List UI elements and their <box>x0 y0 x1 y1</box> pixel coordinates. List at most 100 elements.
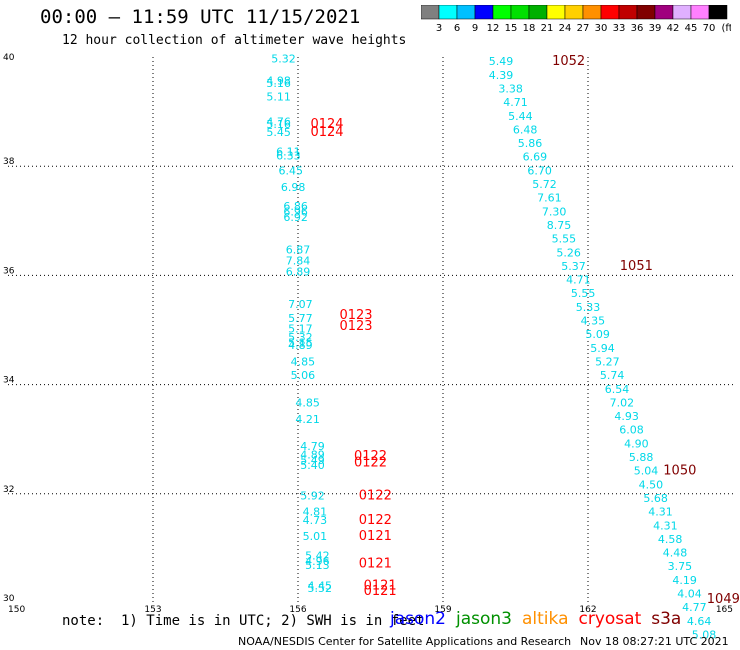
wave-height-value: 5.92 <box>300 489 325 502</box>
wave-height-value: 4.39 <box>489 69 514 82</box>
wave-height-value: 6.33 <box>276 150 301 163</box>
colorbar-label: 33 <box>613 23 626 34</box>
wave-height-value: 5.45 <box>266 126 291 139</box>
wave-height-value: 6.11 <box>276 145 301 158</box>
y-tick-label: 40 <box>3 53 15 63</box>
wave-height-value: 7.07 <box>288 298 313 311</box>
wave-height-value: 6.89 <box>286 265 311 278</box>
wave-height-value: 5.06 <box>291 369 316 382</box>
pass-time-label: 0122 <box>354 449 387 464</box>
wave-height-value: 5.32 <box>271 52 296 65</box>
x-tick-label: 156 <box>289 605 306 615</box>
wave-height-value: 3.75 <box>668 560 693 573</box>
credit-timestamp: Nov 18 08:27:21 UTC 2021 <box>580 635 729 648</box>
legend-jason2: jason2 <box>390 609 446 629</box>
x-tick-label: 153 <box>144 605 161 615</box>
wave-height-value: 5.09 <box>585 328 610 341</box>
colorbar-label: 30 <box>595 23 608 34</box>
colorbar-unit: (ft) <box>721 23 731 34</box>
pass-time-label: 0122 <box>359 513 392 528</box>
wave-height-value: 6.48 <box>513 123 538 136</box>
wave-height-value: 5.86 <box>518 137 543 150</box>
wave-height-value: 4.77 <box>682 601 707 614</box>
credit-text: NOAA/NESDIS Center for Satellite Applica… <box>238 635 572 648</box>
wave-height-value: 6.70 <box>527 164 552 177</box>
wave-height-value: 4.19 <box>672 574 697 587</box>
wave-height-value: 5.04 <box>634 465 659 478</box>
pass-time-label: 0121 <box>364 584 397 599</box>
x-tick-label: 159 <box>434 605 451 615</box>
wave-height-value: 4.04 <box>677 588 702 601</box>
chart-subtitle: 12 hour collection of altimeter wave hei… <box>62 33 407 48</box>
colorbar-label: 3 <box>436 23 442 34</box>
wave-height-value: 4.98 <box>266 74 291 87</box>
satellite-legend: jason2 jason3 altika cryosat s3a <box>390 609 691 629</box>
y-tick-label: 32 <box>3 485 14 495</box>
x-tick-label: 150 <box>8 605 25 615</box>
wave-height-value: 4.50 <box>639 478 664 491</box>
wave-height-value: 4.85 <box>291 355 316 368</box>
pass-time-label: 1052 <box>552 54 585 69</box>
colorbar-label: 6 <box>454 23 460 34</box>
wave-height-value: 4.35 <box>581 315 606 328</box>
wave-height-value: 4.71 <box>503 96 528 109</box>
pass-time-label: 1049 <box>707 592 740 607</box>
legend-cryosat: cryosat <box>578 609 642 629</box>
wave-height-value: 7.84 <box>286 254 311 267</box>
colorbar-label: 36 <box>631 23 644 34</box>
pass-time-label: 0123 <box>339 308 372 323</box>
y-tick-label: 36 <box>3 266 15 276</box>
wave-height-value: 5.08 <box>692 628 717 641</box>
wave-height-value: 4.71 <box>566 274 591 287</box>
pass-time-label: 1050 <box>663 464 696 479</box>
wave-height-value: 3.38 <box>498 82 523 95</box>
wave-height-value: 4.45 <box>308 579 333 592</box>
wave-height-value: 6.45 <box>279 164 304 177</box>
colorbar-label: 18 <box>523 23 536 34</box>
wave-height-value: 5.26 <box>556 246 581 259</box>
colorbar-label: 9 <box>472 23 478 34</box>
wave-height-value: 4.90 <box>624 437 649 450</box>
pass-time-label: 0122 <box>359 488 392 503</box>
wave-height-value: 7.61 <box>537 192 562 205</box>
wave-height-value: 6.98 <box>281 181 306 194</box>
wave-height-value: 7.30 <box>542 205 567 218</box>
colorbar-label: 12 <box>487 23 500 34</box>
wave-height-value: 4.89 <box>288 339 313 352</box>
wave-height-value: 5.16 <box>266 118 291 131</box>
wave-height-value: 5.55 <box>571 287 596 300</box>
wave-height-value: 5.74 <box>600 369 625 382</box>
colorbar-label: 27 <box>577 23 590 34</box>
wave-height-value: 6.08 <box>619 424 644 437</box>
pass-time-label: 0123 <box>339 319 372 334</box>
wave-height-value: 4.21 <box>295 413 320 426</box>
wave-height-value: 5.37 <box>561 260 586 273</box>
y-tick-label: 34 <box>3 376 15 386</box>
wave-height-value: 4.64 <box>687 615 712 628</box>
chart-title: 00:00 – 11:59 UTC 11/15/2021 <box>40 6 361 28</box>
legend-s3a: s3a <box>651 609 682 629</box>
y-tick-label: 38 <box>3 157 15 167</box>
wave-height-value: 7.02 <box>610 396 635 409</box>
wave-height-value: 5.88 <box>629 451 654 464</box>
colorbar-label: 42 <box>667 23 680 34</box>
pass-time-label: 0122 <box>354 456 387 471</box>
pass-time-label: 0121 <box>364 578 397 593</box>
colorbar-label: 21 <box>541 23 554 34</box>
wave-height-value: 5.40 <box>300 459 325 472</box>
wave-height-value: 5.16 <box>266 77 291 90</box>
wave-height-value: 5.68 <box>643 492 668 505</box>
wave-height-value: 6.69 <box>523 151 548 164</box>
wave-height-value: 5.94 <box>590 342 615 355</box>
colorbar-label: 15 <box>505 23 518 34</box>
wave-height-value: 6.54 <box>605 383 630 396</box>
wave-height-value: 5.15 <box>288 336 313 349</box>
x-tick-label: 165 <box>716 605 733 615</box>
colorbar-swatch <box>708 5 728 20</box>
wave-height-value: 5.01 <box>303 530 328 543</box>
pass-time-label: 0121 <box>359 529 392 544</box>
wave-height-value: 4.79 <box>300 440 325 453</box>
legend-jason3: jason3 <box>456 609 512 629</box>
